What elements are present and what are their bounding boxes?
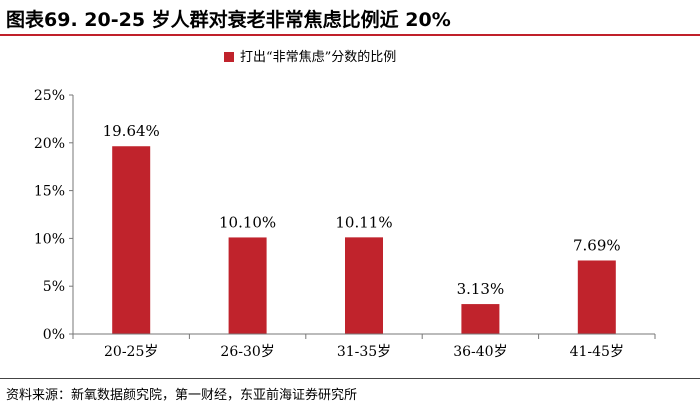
bar xyxy=(461,304,500,334)
title-bar: 图表69. 20-25 岁人群对衰老非常焦虑比例近 20% xyxy=(0,0,700,34)
title-divider xyxy=(0,34,700,36)
legend-swatch xyxy=(224,52,234,62)
y-tick-label: 5% xyxy=(43,279,65,295)
y-tick-label: 10% xyxy=(34,231,65,247)
y-tick-label: 15% xyxy=(34,184,65,200)
bar-chart: 打出“非常焦虑”分数的比例 0% 5% 10% 15% 20% 25% 19.64% 10.… xyxy=(34,49,656,360)
bars: 19.64% 10.10% 10.11% 3.13% 7.69% xyxy=(103,122,621,334)
x-tick-label: 36-40岁 xyxy=(453,344,507,360)
chart-legend: 打出“非常焦虑”分数的比例 xyxy=(224,49,396,65)
bar xyxy=(228,237,267,334)
data-label: 3.13% xyxy=(457,280,505,298)
footer-divider xyxy=(0,378,700,379)
bar xyxy=(577,260,616,334)
data-label: 19.64% xyxy=(103,122,160,140)
y-tick-label: 20% xyxy=(34,136,65,152)
data-label: 7.69% xyxy=(573,236,621,254)
data-label: 10.10% xyxy=(219,213,276,231)
y-tick-label: 0% xyxy=(43,327,65,343)
page-title: 图表69. 20-25 岁人群对衰老非常焦虑比例近 20% xyxy=(6,9,451,31)
bar xyxy=(112,146,151,334)
x-tick-label: 20-25岁 xyxy=(104,344,158,360)
data-label: 10.11% xyxy=(335,213,392,231)
y-axis: 0% 5% 10% 15% 20% 25% xyxy=(34,88,74,343)
x-tick-label: 41-45岁 xyxy=(570,344,624,360)
x-tick-label: 26-30岁 xyxy=(220,344,274,360)
bar xyxy=(345,237,383,334)
source-note: 资料来源：新氧数据颜究院，第一财经，东亚前海证券研究所 xyxy=(6,388,358,403)
x-tick-label: 31-35岁 xyxy=(337,344,391,360)
legend-label: 打出“非常焦虑”分数的比例 xyxy=(240,49,396,65)
y-tick-label: 25% xyxy=(34,88,65,104)
x-axis: 20-25岁 26-30岁 31-35岁 36-40岁 41-45岁 xyxy=(72,333,656,360)
